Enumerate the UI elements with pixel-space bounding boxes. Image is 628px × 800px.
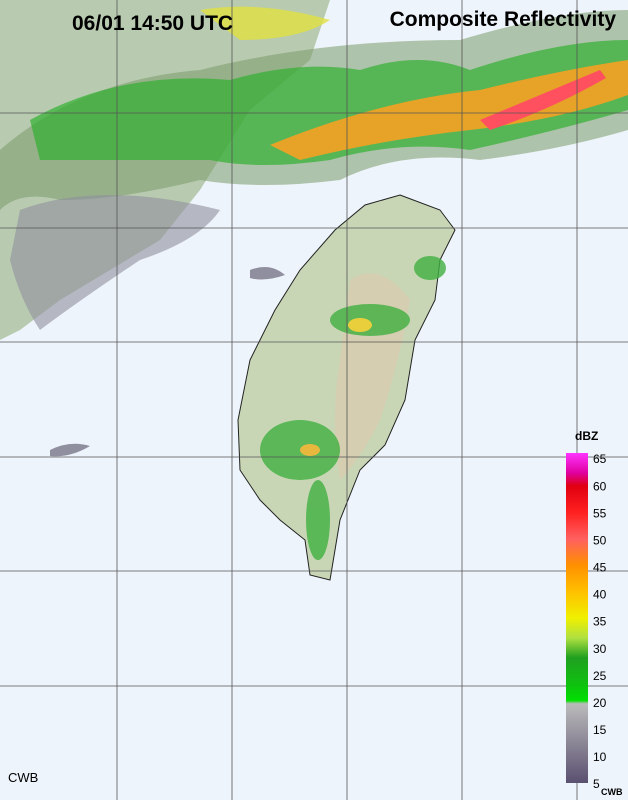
- colorbar-unit: dBZ: [575, 429, 598, 443]
- colorbar-label: 60: [593, 479, 607, 493]
- colorbar-label: 20: [593, 696, 607, 710]
- colorbar-label: 45: [593, 561, 607, 575]
- colorbar-label: 25: [593, 669, 607, 683]
- time-label: 06/01 14:50 UTC: [72, 12, 233, 35]
- colorbar: [566, 453, 588, 783]
- colorbar-label: 50: [593, 533, 607, 547]
- colorbar-label: 10: [593, 750, 607, 764]
- colorbar-label: 55: [593, 506, 607, 520]
- colorbar-labels: 65 60 55 50 45 40 35 30 25 20 15 10 5: [593, 452, 607, 791]
- radar-echoes: [0, 6, 628, 457]
- colorbar-label: 30: [593, 642, 607, 656]
- footer-right: CWB: [601, 787, 623, 797]
- colorbar-label: 5: [593, 777, 600, 791]
- taiwan-echoes: [260, 256, 446, 560]
- footer-left: CWB: [8, 770, 38, 785]
- colorbar-label: 35: [593, 615, 607, 629]
- title: Composite Reflectivity: [390, 8, 617, 31]
- colorbar-label: 40: [593, 588, 607, 602]
- colorbar-label: 65: [593, 452, 607, 466]
- colorbar-label: 15: [593, 723, 607, 737]
